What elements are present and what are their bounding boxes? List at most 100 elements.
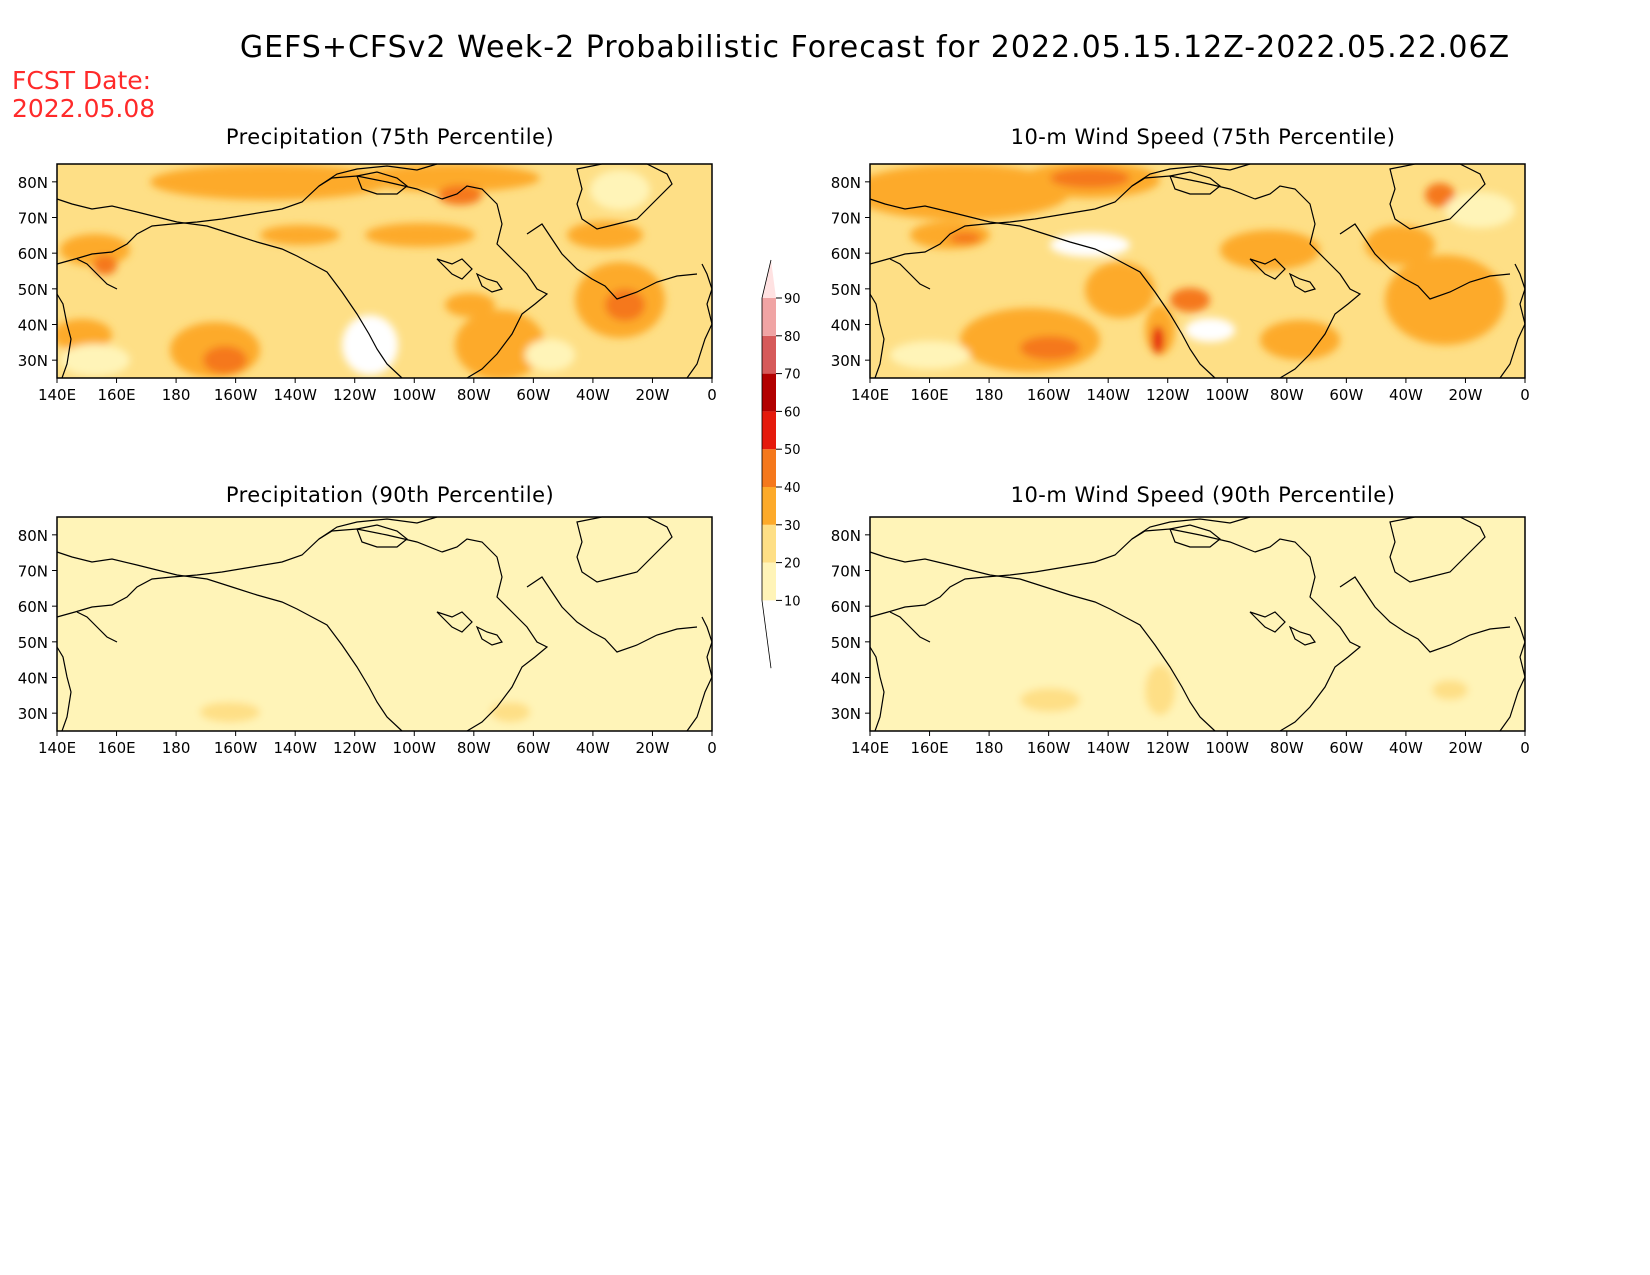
coastline-path bbox=[56, 551, 403, 732]
lon-label: 120W bbox=[333, 386, 377, 404]
colorbar-swatch bbox=[762, 562, 776, 601]
lon-label: 40W bbox=[1389, 386, 1423, 404]
lon-label: 140E bbox=[851, 386, 889, 404]
lat-label: 80N bbox=[18, 527, 48, 545]
lon-label: 80W bbox=[457, 739, 491, 757]
coastline-path bbox=[1339, 223, 1511, 300]
coastline-path bbox=[56, 646, 72, 732]
fcst-date-label: FCST Date: bbox=[12, 66, 152, 95]
lat-label: 30N bbox=[831, 705, 861, 723]
panel-title-precip-75: Precipitation (75th Percentile) bbox=[225, 125, 555, 149]
coastline-path bbox=[1131, 516, 1251, 540]
lon-label: 160E bbox=[97, 386, 135, 404]
colorbar-swatch bbox=[762, 524, 776, 563]
lat-label: 40N bbox=[18, 317, 48, 335]
lat-label: 50N bbox=[18, 634, 48, 652]
lon-label: 20W bbox=[635, 386, 669, 404]
lon-label: 140W bbox=[273, 739, 317, 757]
colorbar: 10 20 30 40 50 60 70 80 90 bbox=[761, 259, 801, 669]
coastline-path bbox=[318, 163, 438, 187]
coastline-path bbox=[1254, 185, 1362, 379]
colorbar-swatch bbox=[762, 373, 776, 412]
lon-label: 180 bbox=[975, 739, 1004, 757]
lon-label: 180 bbox=[162, 739, 191, 757]
coastline-path bbox=[436, 611, 473, 633]
lat-label: 70N bbox=[831, 563, 861, 581]
lon-label: 180 bbox=[162, 386, 191, 404]
coastline-path bbox=[889, 258, 931, 290]
lon-label: 80W bbox=[1270, 739, 1304, 757]
coastline-path bbox=[889, 611, 931, 643]
colorbar-label: 80 bbox=[784, 330, 801, 345]
colorbar-swatch bbox=[762, 411, 776, 450]
lon-label: 40W bbox=[1389, 739, 1423, 757]
lon-label: 60W bbox=[1329, 386, 1363, 404]
lon-label: 160E bbox=[910, 739, 948, 757]
lon-label: 80W bbox=[457, 386, 491, 404]
coastline-path bbox=[76, 611, 118, 643]
lon-label: 160W bbox=[214, 386, 258, 404]
colorbar-label: 10 bbox=[784, 594, 801, 609]
lon-label: 180 bbox=[975, 386, 1004, 404]
panel-title-precip-90: Precipitation (90th Percentile) bbox=[225, 483, 555, 507]
lat-label: 60N bbox=[18, 598, 48, 616]
coastline-path bbox=[1249, 611, 1286, 633]
panel-frame-wind-90 bbox=[869, 516, 1526, 732]
map-panel-wind-75 bbox=[870, 164, 1525, 378]
colorbar-label: 90 bbox=[784, 292, 801, 307]
panel-frame-precip-75 bbox=[56, 163, 713, 379]
colorbar-swatch bbox=[762, 487, 776, 525]
lon-label: 80W bbox=[1270, 386, 1304, 404]
panel-frame-precip-90 bbox=[56, 516, 713, 732]
lon-label: 40W bbox=[576, 739, 610, 757]
colorbar-swatch bbox=[762, 298, 776, 336]
panel-title-wind-75: 10-m Wind Speed (75th Percentile) bbox=[1010, 125, 1396, 149]
colorbar-label: 70 bbox=[784, 368, 801, 383]
coastline-path bbox=[356, 524, 408, 548]
lon-label: 140W bbox=[1086, 386, 1130, 404]
coastline-path bbox=[1169, 524, 1221, 548]
lat-label: 80N bbox=[831, 174, 861, 192]
colorbar-upper-arrow bbox=[762, 260, 776, 298]
colorbar-label: 50 bbox=[784, 443, 801, 458]
axes-layer: 80N 70N 60N 50N 40N 30N 140E 160E 180 160W 140W 120… bbox=[18, 163, 1530, 757]
lon-label: 120W bbox=[1146, 739, 1190, 757]
map-panel-precip-75 bbox=[57, 164, 712, 378]
coastline-path bbox=[526, 223, 698, 300]
lat-label: 50N bbox=[831, 634, 861, 652]
coastline-path bbox=[1169, 171, 1221, 195]
coastline-path bbox=[76, 258, 118, 290]
map-panel-wind-90 bbox=[870, 517, 1525, 731]
coastline-path bbox=[1254, 538, 1362, 732]
lon-label: 140W bbox=[1086, 739, 1130, 757]
coastline-path bbox=[1131, 163, 1251, 187]
lat-label: 40N bbox=[831, 670, 861, 688]
lat-label: 40N bbox=[18, 670, 48, 688]
lat-label: 30N bbox=[831, 352, 861, 370]
colorbar-label: 60 bbox=[784, 405, 801, 420]
coastline-path bbox=[686, 263, 713, 379]
lon-label: 100W bbox=[1206, 739, 1250, 757]
coastline-path bbox=[436, 258, 473, 280]
coastline-path bbox=[475, 625, 503, 646]
lon-label: 0 bbox=[1520, 739, 1530, 757]
lat-label: 70N bbox=[18, 210, 48, 228]
colorbar-label: 30 bbox=[784, 519, 801, 534]
lon-label: 160E bbox=[97, 739, 135, 757]
lon-label: 20W bbox=[1448, 739, 1482, 757]
coastline-precip-75 bbox=[56, 163, 713, 379]
coastline-path bbox=[869, 293, 885, 379]
colorbar-swatch bbox=[762, 335, 776, 374]
colorbar-outline bbox=[761, 259, 772, 669]
coastline-path bbox=[686, 616, 713, 732]
lon-label: 120W bbox=[333, 739, 377, 757]
lon-label: 60W bbox=[516, 739, 550, 757]
coastline-path bbox=[441, 185, 549, 379]
lat-label: 60N bbox=[831, 245, 861, 263]
map-panel-precip-90 bbox=[57, 517, 712, 731]
lon-label: 140E bbox=[851, 739, 889, 757]
coastline-path bbox=[1288, 272, 1316, 293]
lat-label: 60N bbox=[18, 245, 48, 263]
lat-label: 70N bbox=[831, 210, 861, 228]
